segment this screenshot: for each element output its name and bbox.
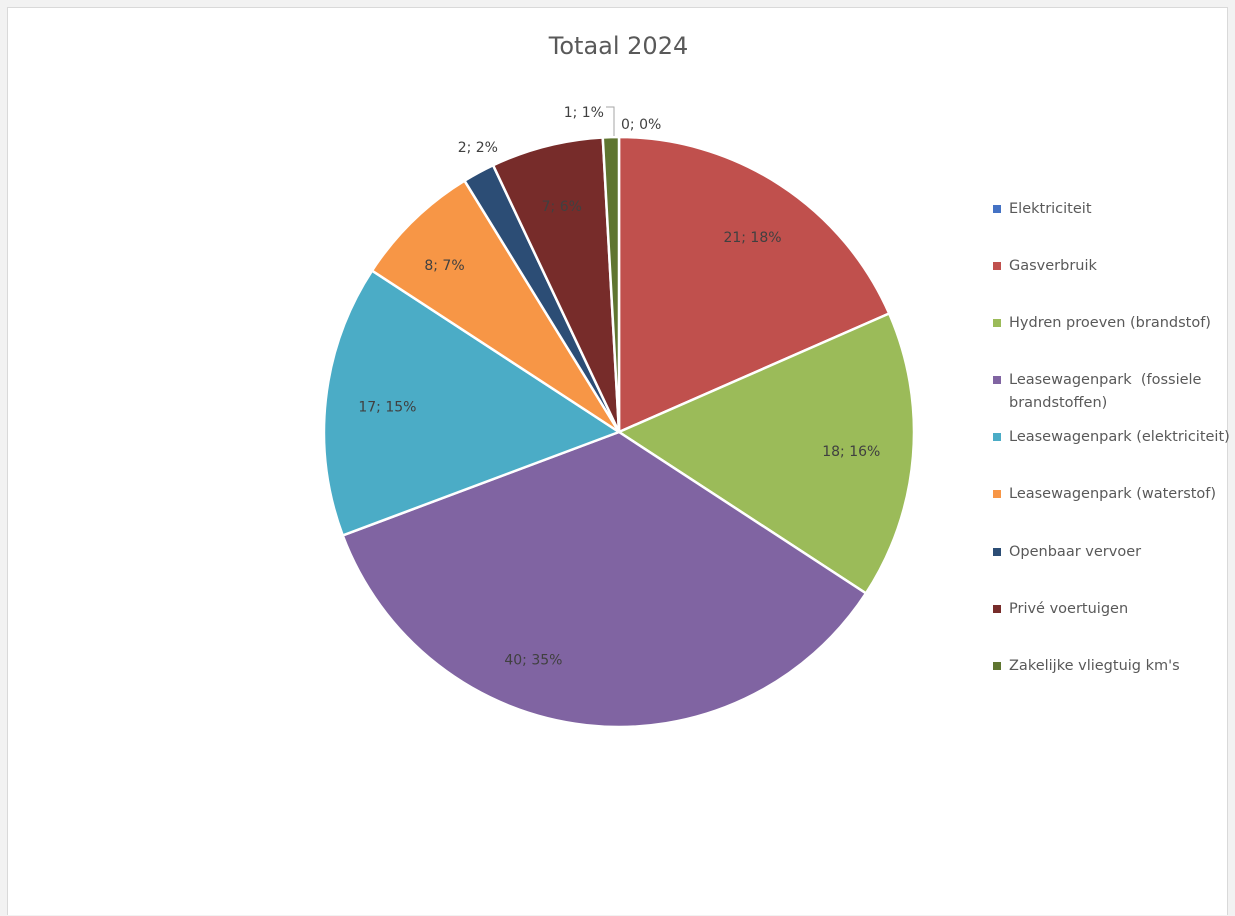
data-label: 18; 16% [822,444,880,460]
legend-item: Elektriciteit [993,198,1233,221]
data-label: 2; 2% [458,140,498,156]
legend-item: Privé voertuigen [993,598,1233,621]
data-label: 7; 6% [542,199,582,215]
pie-chart: 21; 18% 18; 16% 40; 35% 17; 15% 8; 7% 2; 2% 7;… [322,105,916,729]
legend-item: Leasewagenpark (elektriciteit) [993,426,1233,449]
pie-slice [322,268,622,538]
legend-label: Zakelijke vliegtuig km's [1009,658,1180,674]
data-label: 40; 35% [504,653,562,669]
legend-label: Leasewagenpark (waterstof) [1009,486,1217,502]
legend-item: Openbaar vervoer [993,541,1233,564]
legend-swatch [993,205,1001,213]
legend-label: Elektriciteit [1009,201,1092,217]
legend-label: Hydren proeven (brandstof) [1009,315,1211,331]
legend-swatch [993,548,1001,556]
pie-slice [616,311,916,596]
pie-slice [341,430,868,729]
legend-item: Leasewagenpark (waterstof) [993,483,1233,506]
chart-area: Totaal 2024 21; 18% 18; 16% 40; 35% 17; 15%… [7,7,1230,915]
pie-slice [370,178,621,434]
legend-item: Zakelijke vliegtuig km's [993,655,1233,678]
legend-item: Gasverbruik [993,255,1233,278]
legend-label: Leasewagenpark (fossiele brandstoffen) [1009,372,1207,411]
pie-slice [617,135,891,434]
data-label: 1; 1% [564,105,604,121]
pie-slice [601,135,621,433]
data-label-zero: 0; 0% [621,117,661,133]
data-label: 8; 7% [424,258,464,274]
legend-label: Privé voertuigen [1009,601,1129,617]
legend-swatch [993,262,1001,270]
legend-swatch [993,605,1001,613]
legend-swatch [993,662,1001,670]
legend-item: Leasewagenpark (fossiele brandstoffen) [993,369,1233,415]
legend-swatch [993,376,1001,384]
chart-title: Totaal 2024 [548,32,689,60]
data-label: 21; 18% [723,230,781,246]
data-label: 17; 15% [358,399,416,415]
legend-item: Hydren proeven (brandstof) [993,312,1233,335]
legend-label: Leasewagenpark (elektriciteit) [1009,429,1230,445]
legend-label: Gasverbruik [1009,258,1097,274]
leader-line [606,106,615,136]
legend-swatch [993,433,1001,441]
legend-label: Openbaar vervoer [1009,544,1142,560]
legend-swatch [993,490,1001,498]
legend-swatch [993,319,1001,327]
